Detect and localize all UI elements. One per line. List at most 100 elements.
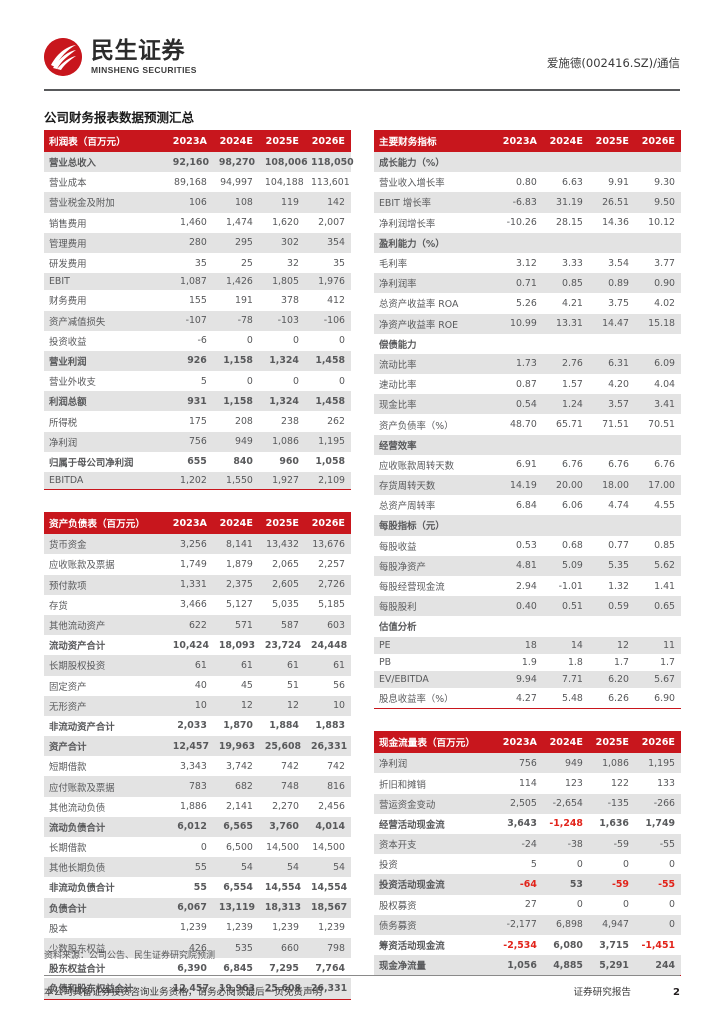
cell-2023a: 6,390 [166, 958, 213, 979]
table-row: 营业成本 89,168 94,997 104,188 113,601 [44, 172, 351, 193]
cell-2025e [588, 333, 635, 354]
row-label: 股东权益合计 [44, 958, 167, 979]
cell-2025e: 3,760 [258, 816, 305, 837]
header-divider [44, 89, 680, 91]
row-label: 营业税金及附加 [44, 192, 167, 213]
row-label: 估值分析 [374, 616, 497, 637]
cell-2025e: 14.47 [588, 313, 635, 334]
cell-2024e: 54 [212, 857, 259, 878]
cell-2023a: 9.94 [496, 670, 543, 689]
cell-2025e: 5,291 [588, 955, 635, 976]
cell-2025e: -135 [588, 793, 635, 814]
cell-2025e: 54 [258, 857, 305, 878]
row-label: 净利润增长率 [374, 212, 497, 233]
cell-2026e: 5.67 [634, 670, 681, 689]
cell-2023a: 0.71 [496, 273, 543, 294]
table-row: 每股收益 0.53 0.68 0.77 0.85 [374, 535, 681, 556]
cell-2025e: 2,270 [258, 796, 305, 817]
brand-logo: 民生证券 MINSHENG SECURITIES [44, 38, 197, 76]
row-label: 现金净流量 [374, 955, 497, 976]
brand-wordmark: 民生证券 MINSHENG SECURITIES [91, 39, 197, 75]
cell-2023a: -10.26 [496, 212, 543, 233]
cell-2024e: 2.76 [542, 353, 589, 375]
row-label: 营业外收支 [44, 371, 167, 392]
cell-2025e: 302 [258, 232, 305, 253]
cell-2026e: 54 [304, 857, 351, 878]
column-header-2024e: 2024E [212, 130, 259, 152]
column-header-2025e: 2025E [258, 130, 305, 152]
table-row: 折旧和摊销 114 123 122 133 [374, 773, 681, 794]
cell-2024e: 1,426 [212, 273, 259, 291]
cell-2025e: 1,324 [258, 350, 305, 372]
cell-2023a: 4.81 [496, 555, 543, 576]
cell-2023a: 10.99 [496, 313, 543, 334]
cell-2025e: 51 [258, 675, 305, 696]
cell-2024e: 108 [212, 192, 259, 213]
cell-2023a: 783 [166, 776, 213, 797]
cell-2024e: 1,550 [212, 472, 259, 490]
cell-2026e [634, 434, 681, 455]
cell-2025e: 23,724 [258, 635, 305, 656]
cell-2026e: 2,257 [304, 554, 351, 575]
cell-2023a: 55 [166, 857, 213, 878]
cell-2024e: 1,870 [212, 715, 259, 737]
row-label: PE [374, 636, 497, 654]
row-label: 固定资产 [44, 675, 167, 696]
cell-2025e: 122 [588, 773, 635, 794]
balance-sheet-grid: 资产负债表（百万元） 2023A 2024E 2025E 2026E 货币资金 3,256 8… [44, 512, 351, 999]
cell-2023a: 14.19 [496, 475, 543, 496]
table-title-cell: 主要财务指标 [374, 130, 497, 152]
cell-2026e: 5.62 [634, 555, 681, 576]
cell-2026e: 9.30 [634, 172, 681, 193]
cell-2026e [634, 515, 681, 536]
cell-2023a: 35 [166, 252, 213, 274]
cell-2026e: 56 [304, 675, 351, 696]
column-header-2024e: 2024E [542, 130, 589, 152]
cell-2026e: 412 [304, 290, 351, 311]
column-header-2025e: 2025E [588, 731, 635, 754]
cell-2024e: 191 [212, 290, 259, 311]
cell-2023a: 40 [166, 675, 213, 696]
table-row: EBIT 1,087 1,426 1,805 1,976 [44, 273, 351, 291]
cell-2023a: 10 [166, 695, 213, 716]
cell-2023a: 3,643 [496, 813, 543, 834]
table-row: 每股净资产 4.81 5.09 5.35 5.62 [374, 555, 681, 576]
table-row: 净利润率 0.71 0.85 0.89 0.90 [374, 273, 681, 294]
cell-2023a [496, 515, 543, 536]
cell-2025e: 960 [258, 451, 305, 472]
cell-2025e: 0.77 [588, 535, 635, 556]
cell-2025e: 108,006 [258, 152, 308, 173]
cell-2026e: 6.76 [634, 454, 681, 475]
cell-2024e: 0 [212, 330, 259, 351]
income-statement-table: 利润表（百万元） 2023A 2024E 2025E 2026E 营业总收入 92,160 9… [44, 130, 354, 491]
cell-2024e: 295 [212, 232, 259, 253]
table-row: 毛利率 3.12 3.33 3.54 3.77 [374, 252, 681, 274]
cell-2023a: 2,505 [496, 793, 543, 814]
table-row: 其他长期负债 55 54 54 54 [44, 857, 351, 878]
cell-2024e: 949 [542, 753, 589, 774]
table-title-cell: 资产负债表（百万元） [44, 512, 167, 535]
cell-2024e: 65.71 [542, 414, 589, 435]
column-header-2026e: 2026E [304, 512, 351, 535]
cell-2024e: 6,898 [542, 914, 589, 935]
cell-2024e: 1,158 [212, 350, 259, 372]
table-row: 研发费用 35 25 32 35 [44, 252, 351, 274]
row-label: 偿债能力 [374, 333, 497, 354]
row-label: 投资收益 [44, 330, 167, 351]
cell-2026e: 603 [304, 614, 351, 636]
table-row: 流动比率 1.73 2.76 6.31 6.09 [374, 353, 681, 375]
page-header: 民生证券 MINSHENG SECURITIES 爱施德(002416.SZ)/… [0, 0, 724, 92]
cell-2024e: 19,963 [212, 736, 259, 757]
cell-2024e: -2,654 [542, 793, 589, 814]
cell-2025e: 5,035 [258, 594, 305, 615]
cell-2026e: 35 [304, 252, 351, 274]
cell-2026e: 0 [304, 330, 351, 351]
table-row: 净利润 756 949 1,086 1,195 [44, 431, 351, 452]
row-label: 每股经营现金流 [374, 575, 497, 597]
cell-2026e: 1.7 [634, 653, 681, 671]
column-header-2023a: 2023A [166, 130, 213, 152]
cell-2024e: 123 [542, 773, 589, 794]
cell-2026e: 6.09 [634, 353, 681, 375]
table-row: 股本 1,239 1,239 1,239 1,239 [44, 917, 351, 938]
